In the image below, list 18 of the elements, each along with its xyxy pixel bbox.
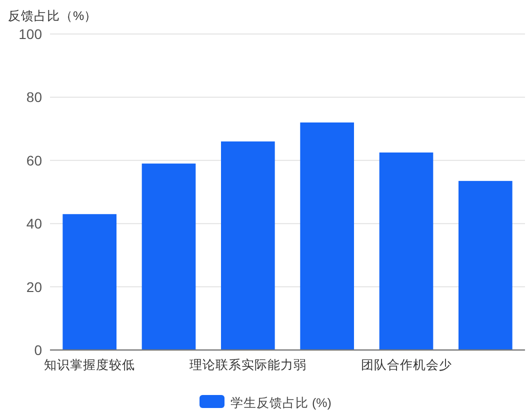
x-tick-label: 知识掌握度较低 [44, 357, 136, 372]
y-tick-label: 80 [26, 89, 42, 106]
bar [221, 141, 275, 350]
legend: 学生反馈占比 (%) [200, 395, 332, 410]
bar [458, 180, 512, 350]
y-axis-title: 反馈占比（%） [8, 9, 98, 23]
bar [300, 122, 354, 350]
x-tick-label: 理论联系实际能力弱 [189, 358, 306, 372]
y-tick-label: 0 [34, 342, 42, 358]
y-tick-label: 40 [26, 216, 42, 232]
bar [62, 214, 116, 350]
y-tick-label: 60 [26, 152, 42, 168]
bar [142, 164, 196, 350]
bar [379, 152, 434, 350]
y-tick-label: 100 [18, 26, 42, 42]
x-tick-label: 团队合作机会少 [360, 358, 452, 372]
legend-label: 学生反馈占比 (%) [230, 396, 332, 410]
y-tick-label: 20 [26, 278, 42, 295]
